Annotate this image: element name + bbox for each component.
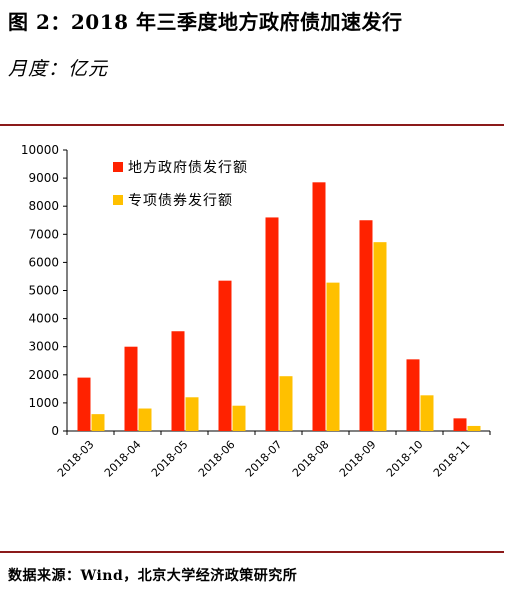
legend-swatch: [113, 162, 123, 172]
x-tick-label: 2018-07: [243, 438, 285, 480]
bar-series-1: [359, 220, 373, 431]
x-tick-label: 2018-11: [431, 438, 473, 480]
bar-series-2: [467, 425, 481, 431]
y-tick-label: 3000: [28, 340, 59, 354]
x-tick-label: 2018-05: [149, 438, 191, 480]
bar-series-2: [420, 395, 434, 431]
y-tick-label: 4000: [28, 312, 59, 326]
legend-swatch: [113, 195, 123, 205]
y-tick-label: 5000: [28, 284, 59, 298]
bar-series-2: [138, 408, 152, 431]
y-tick-label: 10000: [21, 143, 59, 157]
y-tick-label: 6000: [28, 255, 59, 269]
bar-series-2: [279, 376, 293, 431]
bar-series-1: [312, 182, 326, 431]
bar-series-1: [171, 331, 185, 431]
top-rule: [0, 124, 504, 126]
x-tick-label: 2018-08: [290, 438, 332, 480]
bar-series-2: [373, 242, 387, 431]
bar-series-2: [91, 414, 105, 431]
bar-series-2: [185, 397, 199, 431]
y-tick-label: 0: [51, 424, 59, 438]
bar-series-1: [77, 377, 91, 431]
legend-label: 专项债券发行额: [128, 193, 233, 209]
bar-series-2: [232, 405, 246, 431]
y-tick-label: 2000: [28, 368, 59, 382]
y-tick-label: 9000: [28, 171, 59, 185]
bar-series-1: [124, 346, 138, 431]
y-tick-label: 1000: [28, 396, 59, 410]
bar-series-1: [453, 418, 467, 431]
bottom-rule: [0, 551, 504, 553]
x-tick-label: 2018-03: [55, 438, 97, 480]
x-tick-label: 2018-04: [102, 438, 144, 480]
bar-chart: 0 1000 2000 3000 4000 5000 6000 7000 8000 9000 100…: [21, 143, 491, 480]
x-tick-label: 2018-09: [337, 438, 379, 480]
bar-series-1: [265, 217, 279, 431]
y-tick-label: 8000: [28, 199, 59, 213]
y-tick-label: 7000: [28, 227, 59, 241]
bar-series-1: [406, 359, 420, 431]
legend-label: 地方政府债发行额: [128, 160, 248, 176]
figure-title: 图 2：2018 年三季度地方政府债加速发行: [8, 10, 403, 34]
bar-series-1: [218, 280, 232, 431]
x-tick-label: 2018-06: [196, 438, 238, 480]
source-note: 数据来源：Wind，北京大学经济政策研究所: [8, 568, 298, 584]
x-tick-label: 2018-10: [384, 438, 426, 480]
bar-series-2: [326, 282, 340, 431]
unit-label: 月度：亿元: [8, 58, 109, 80]
